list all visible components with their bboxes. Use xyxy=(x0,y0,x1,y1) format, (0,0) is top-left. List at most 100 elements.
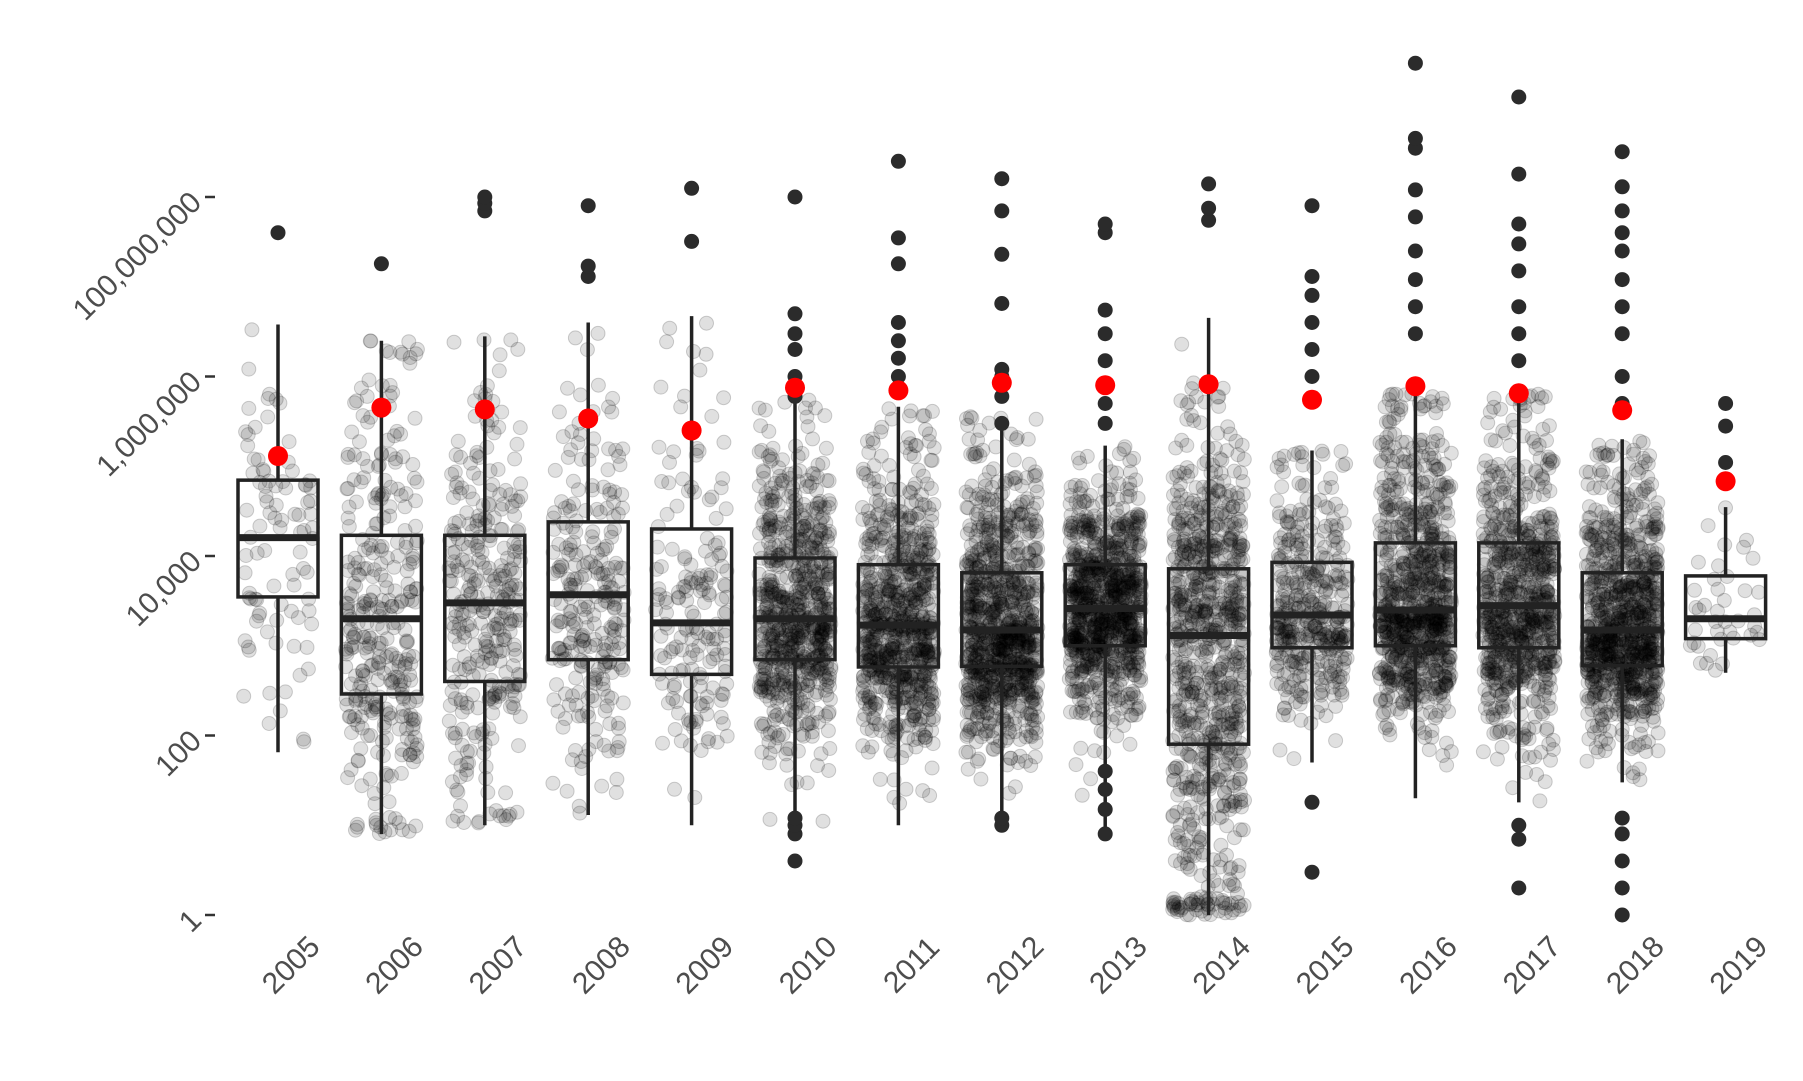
jitter-point xyxy=(397,659,413,675)
jitter-point xyxy=(389,423,405,439)
jitter-point xyxy=(394,822,410,838)
jitter-point xyxy=(390,548,406,564)
jitter-point xyxy=(239,502,255,518)
jitter-point xyxy=(348,822,363,838)
jitter-point xyxy=(388,451,404,467)
jitter-point xyxy=(347,395,363,411)
jitter-point xyxy=(363,658,379,674)
jitter-point xyxy=(363,537,379,553)
jitter-point xyxy=(409,341,425,357)
jitter-point xyxy=(286,638,302,654)
jitter-point xyxy=(396,674,412,689)
jitter-point xyxy=(892,585,908,601)
jitter-point xyxy=(277,684,293,700)
jitter-point xyxy=(855,690,871,706)
jitter-point xyxy=(447,629,463,644)
jitter-point xyxy=(590,325,606,341)
jitter-point xyxy=(494,404,510,420)
jitter-point xyxy=(1068,494,1084,510)
jitter-point xyxy=(255,462,271,478)
jitter-point xyxy=(357,640,373,656)
jitter-point xyxy=(268,497,284,513)
jitter-point xyxy=(377,572,393,588)
jitter-point xyxy=(365,545,381,561)
jitter-point xyxy=(710,535,726,551)
jitter-point xyxy=(301,591,317,607)
jitter-point xyxy=(466,576,482,592)
jitter-point xyxy=(1008,469,1024,485)
jitter-point xyxy=(815,455,831,471)
jitter-point xyxy=(256,463,272,479)
jitter-point xyxy=(402,584,418,600)
jitter-point xyxy=(405,745,421,761)
jitter-point xyxy=(260,391,276,406)
jitter-point xyxy=(339,481,355,497)
jitter-point xyxy=(800,419,816,435)
jitter-point xyxy=(869,696,885,712)
jitter-point xyxy=(382,447,398,462)
jitter-point xyxy=(512,709,528,725)
jitter-point xyxy=(409,741,424,756)
jitter-point xyxy=(677,551,693,567)
jitter-point xyxy=(1119,481,1135,497)
jitter-point xyxy=(408,493,423,509)
jitter-point xyxy=(405,457,421,472)
jitter-point xyxy=(361,540,377,556)
jitter-point xyxy=(355,663,371,679)
jitter-point xyxy=(381,592,397,608)
jitter-point xyxy=(769,707,785,723)
jitter-point xyxy=(346,639,362,655)
jitter-point xyxy=(353,474,369,490)
jitter-point xyxy=(366,786,382,801)
jitter-point xyxy=(394,747,410,763)
jitter-point xyxy=(804,715,820,731)
jitter-point xyxy=(346,630,362,646)
jitter-point xyxy=(570,435,586,451)
jitter-point xyxy=(775,639,791,655)
jitter-point xyxy=(699,315,714,331)
jitter-point xyxy=(700,631,716,647)
jitter-point xyxy=(967,449,983,465)
jitter-point xyxy=(492,347,508,363)
jitter-point xyxy=(360,728,376,744)
jitter-point xyxy=(921,426,937,442)
jitter-point xyxy=(260,409,276,425)
jitter-point xyxy=(355,667,371,683)
jitter-point xyxy=(370,654,386,670)
jitter-point xyxy=(404,593,420,608)
jitter-point xyxy=(679,593,695,609)
jitter-point xyxy=(296,734,312,750)
jitter-point xyxy=(503,332,519,348)
jitter-point xyxy=(655,735,670,751)
jitter-point xyxy=(403,711,419,727)
jitter-point xyxy=(1002,724,1018,740)
jitter-point xyxy=(345,629,361,645)
jitter-point xyxy=(1078,659,1094,675)
jitter-point xyxy=(262,685,278,701)
jitter-point xyxy=(393,488,409,504)
jitter-point xyxy=(402,556,417,572)
jitter-point xyxy=(876,519,892,535)
jitter-point xyxy=(1020,431,1036,447)
jitter-point xyxy=(356,599,371,615)
jitter-point xyxy=(387,583,403,599)
jitter-point xyxy=(1119,520,1135,536)
jitter-point xyxy=(1179,411,1195,427)
jitter-point xyxy=(560,571,576,587)
jitter-point xyxy=(498,812,514,828)
jitter-point xyxy=(362,636,378,652)
jitter-point xyxy=(904,510,920,526)
jitter-point xyxy=(354,778,370,794)
jitter-point xyxy=(1078,509,1094,524)
jitter-point xyxy=(383,822,399,838)
jitter-point xyxy=(599,538,615,554)
jitter-point xyxy=(763,553,779,569)
jitter-point xyxy=(898,531,914,546)
jitter-point xyxy=(454,606,470,622)
jitter-point xyxy=(456,815,472,830)
jitter-point xyxy=(346,575,362,591)
jitter-point xyxy=(348,578,364,594)
jitter-point xyxy=(300,661,316,677)
jitter-point xyxy=(653,379,669,395)
jitter-point xyxy=(566,496,581,512)
